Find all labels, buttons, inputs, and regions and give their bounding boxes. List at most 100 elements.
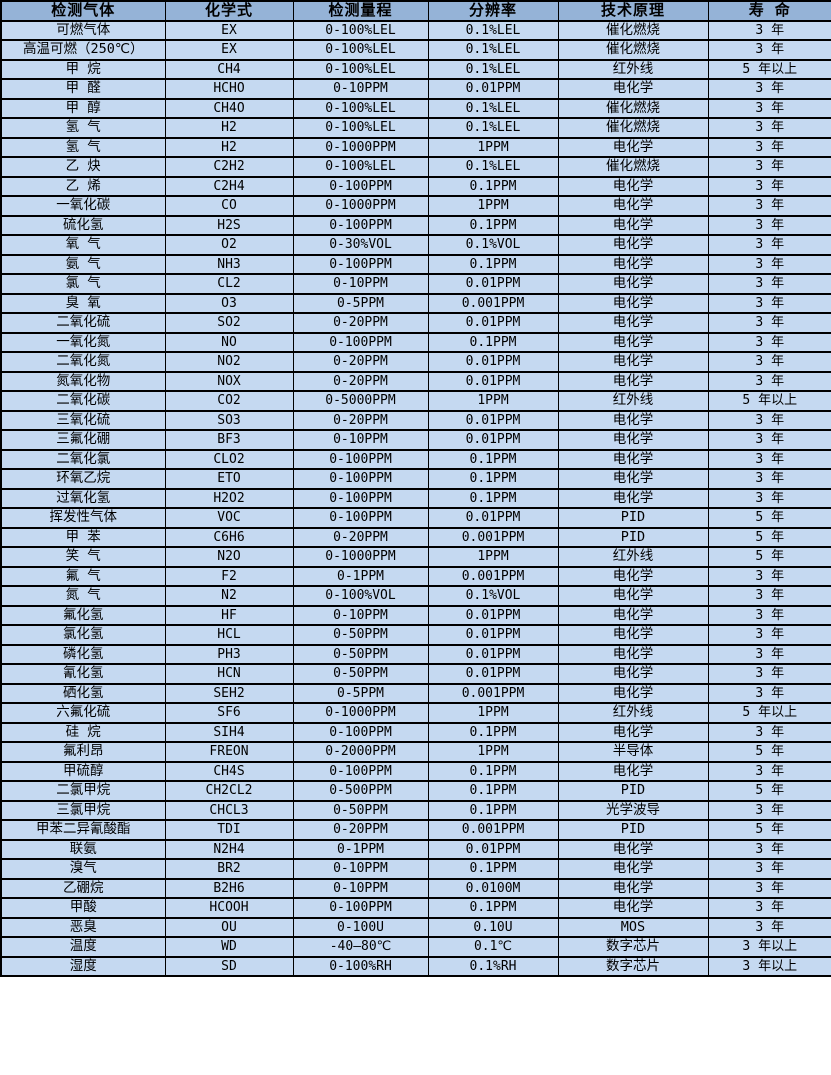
table-cell: 3 年 [707,370,831,392]
table-row: 甲 烷 CH4 0-100%LEL 0.1%LEL 红外线 5 年以上 [0,58,831,80]
table-cell: 5 年 [707,780,831,802]
table-cell: 0-10PPM [292,273,429,295]
table-cell: 0-50PPM [292,643,429,665]
table-cell: N2 [164,585,294,607]
table-row: 二氧化氯 CLO2 0-100PPM 0.1PPM 电化学 3 年 [0,448,831,470]
table-cell: CH4O [164,97,294,119]
table-cell: 0.01PPM [427,370,559,392]
table-cell: 0.1%LEL [427,97,559,119]
table-cell: 3 年 [707,487,831,509]
table-cell: 二氧化氮 [0,351,166,373]
table-cell: SIH4 [164,721,294,743]
table-cell: VOC [164,507,294,529]
table-cell: 笑 气 [0,546,166,568]
column-header: 化学式 [164,0,294,22]
table-cell: 催化燃烧 [557,39,709,61]
table-cell: 0.01PPM [427,838,559,860]
table-cell: 电化学 [557,585,709,607]
table-cell: 3 年 [707,234,831,256]
table-cell: ETO [164,468,294,490]
table-cell: 甲酸 [0,897,166,919]
table-cell: O2 [164,234,294,256]
table-cell: 5 年以上 [707,702,831,724]
table-cell: 一氧化碳 [0,195,166,217]
table-row: 环氧乙烷 ETO 0-100PPM 0.1PPM 电化学 3 年 [0,468,831,490]
table-cell: 0-2000PPM [292,741,429,763]
table-cell: CO [164,195,294,217]
table-cell: 3 年 [707,721,831,743]
table-row: 挥发性气体 VOC 0-100PPM 0.01PPM PID 5 年 [0,507,831,529]
table-row: 氟利昂 FREON 0-2000PPM 1PPM 半导体 5 年 [0,741,831,763]
table-cell: NO2 [164,351,294,373]
table-cell: 0-5PPM [292,292,429,314]
table-cell: PID [557,507,709,529]
table-cell: 环氧乙烷 [0,468,166,490]
table-cell: 3 年 [707,156,831,178]
table-cell: SO2 [164,312,294,334]
table-cell: 氧 气 [0,234,166,256]
table-cell: 氟利昂 [0,741,166,763]
table-cell: 0-1000PPM [292,136,429,158]
table-cell: 3 年 [707,585,831,607]
table-cell: 0-100%LEL [292,39,429,61]
table-cell: 0-20PPM [292,819,429,841]
table-cell: 0.01PPM [427,604,559,626]
table-cell: NOX [164,370,294,392]
table-row: 笑 气 N2O 0-1000PPM 1PPM 红外线 5 年 [0,546,831,568]
table-row: 甲 苯 C6H6 0-20PPM 0.001PPM PID 5 年 [0,526,831,548]
table-cell: 可燃气体 [0,19,166,41]
table-cell: 3 年 [707,643,831,665]
table-cell: 5 年 [707,526,831,548]
table-cell: 氮 气 [0,585,166,607]
table-cell: 电化学 [557,448,709,470]
table-row: 氯 气 CL2 0-10PPM 0.01PPM 电化学 3 年 [0,273,831,295]
table-cell: 0-100PPM [292,214,429,236]
table-cell: 电化学 [557,253,709,275]
table-cell: 甲 苯 [0,526,166,548]
table-cell: 0.01PPM [427,351,559,373]
table-cell: 0-20PPM [292,312,429,334]
table-cell: 甲 醇 [0,97,166,119]
table-cell: CHCL3 [164,799,294,821]
table-cell: 0.10U [427,916,559,938]
table-cell: N2H4 [164,838,294,860]
table-cell: 过氧化氢 [0,487,166,509]
table-cell: FREON [164,741,294,763]
table-cell: 5 年 [707,507,831,529]
table-cell: 0-100%LEL [292,97,429,119]
table-cell: 电化学 [557,370,709,392]
table-cell: 3 年 [707,604,831,626]
column-header: 检测气体 [0,0,166,22]
table-cell: 3 年 [707,468,831,490]
table-row: 二氧化硫 SO2 0-20PPM 0.01PPM 电化学 3 年 [0,312,831,334]
table-cell: 电化学 [557,604,709,626]
table-cell: 3 年 [707,273,831,295]
table-cell: 0-100%LEL [292,156,429,178]
table-cell: 0.01PPM [427,624,559,646]
table-cell: 0-100PPM [292,175,429,197]
table-cell: 0-20PPM [292,409,429,431]
table-row: 二氧化氮 NO2 0-20PPM 0.01PPM 电化学 3 年 [0,351,831,373]
table-cell: 电化学 [557,331,709,353]
table-cell: 氮氧化物 [0,370,166,392]
table-cell: BF3 [164,429,294,451]
table-cell: 3 年 [707,565,831,587]
table-cell: 0-10PPM [292,429,429,451]
table-cell: 催化燃烧 [557,19,709,41]
table-cell: 3 年 [707,39,831,61]
table-cell: 3 年 [707,916,831,938]
table-cell: 1PPM [427,741,559,763]
table-cell: SO3 [164,409,294,431]
column-header: 检测量程 [292,0,429,22]
table-cell: 0.1PPM [427,253,559,275]
table-cell: 0-30%VOL [292,234,429,256]
table-cell: 3 年 [707,175,831,197]
table-cell: 0.1PPM [427,468,559,490]
table-row: 氟 气 F2 0-1PPM 0.001PPM 电化学 3 年 [0,565,831,587]
table-cell: 0-100PPM [292,448,429,470]
table-header: 检测气体 化学式 检测量程 分辨率 技术原理寿 命 [0,0,831,22]
table-row: 磷化氢 PH3 0-50PPM 0.01PPM 电化学 3 年 [0,643,831,665]
table-cell: 3 年 [707,877,831,899]
table-cell: 0-100PPM [292,468,429,490]
table-cell: 0-50PPM [292,799,429,821]
